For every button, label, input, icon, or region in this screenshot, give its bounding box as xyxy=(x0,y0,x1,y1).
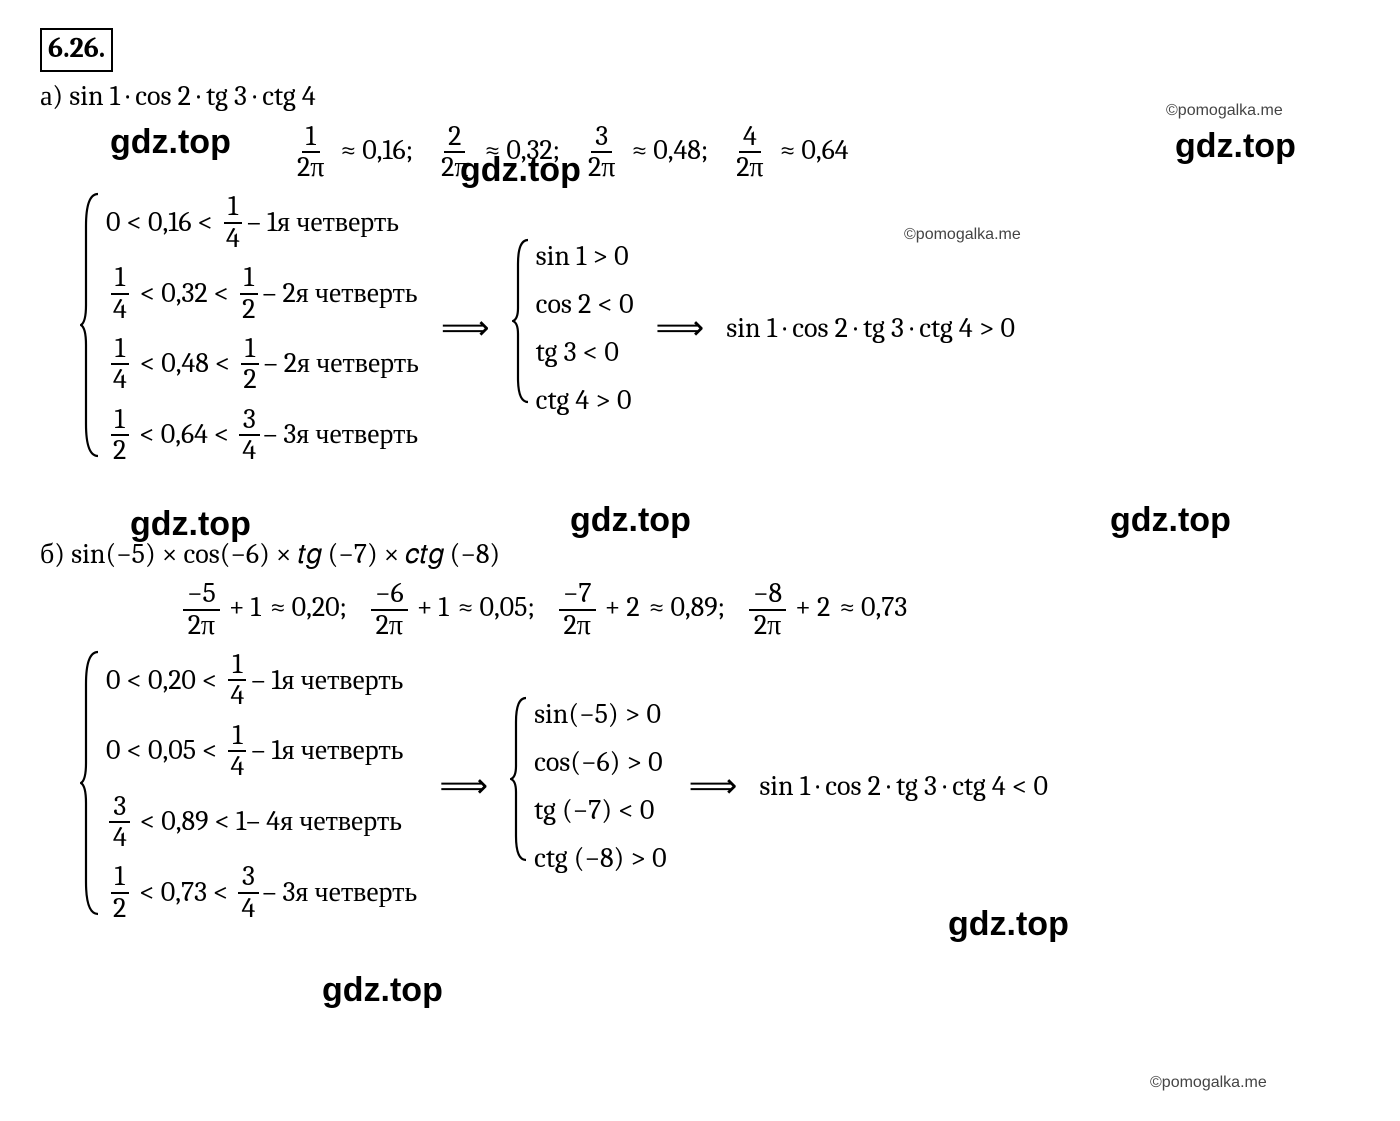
quadrant-line: 12 <0,64< 34 – 3я четверть xyxy=(106,405,419,466)
sign-line: sin 1 > 0 xyxy=(536,238,634,276)
part-b-result: sin 1 · cos 2 · tg 3 · ctg 4 < 0 xyxy=(759,768,1048,806)
sign-line: cos(−6) > 0 xyxy=(534,744,667,782)
quadrant-line: 0<0,05< 14 – 1я четверть xyxy=(106,721,417,782)
quadrant-brace-group: 0<0,20< 14 – 1я четверть 0<0,05< 14 – 1я… xyxy=(80,648,417,925)
watermark-gdz: gdz.top xyxy=(322,968,443,1014)
implies-icon: ⟹ xyxy=(652,306,709,352)
part-b-system: 0<0,20< 14 – 1я четверть 0<0,05< 14 – 1я… xyxy=(40,648,1360,925)
calc-item: 32π ≈ 0,48; xyxy=(581,122,711,183)
left-brace-icon xyxy=(510,694,530,864)
implies-icon: ⟹ xyxy=(685,764,742,810)
part-a-result: sin 1 · cos 2 · tg 3 · ctg 4 > 0 xyxy=(726,310,1015,348)
sign-line: tg 3 < 0 xyxy=(536,334,634,372)
watermark-gdz: gdz.top xyxy=(948,902,1069,948)
part-a-expression: а) sin 1 · cos 2 · tg 3 · ctg 4 xyxy=(40,78,1360,116)
signs-brace-group: sin 1 > 0 cos 2 < 0 tg 3 < 0 ctg 4 > 0 xyxy=(512,236,634,422)
sign-line: sin(−5) > 0 xyxy=(534,696,667,734)
watermark-pomogalka: ©pomogalka.me xyxy=(1150,1072,1267,1094)
watermark-gdz: gdz.top xyxy=(110,120,231,166)
sign-line: cos 2 < 0 xyxy=(536,286,634,324)
calc-item: −52π + 1 ≈ 0,20; xyxy=(180,579,350,640)
sign-line: ctg (−8) > 0 xyxy=(534,840,667,878)
watermark-gdz: gdz.top xyxy=(1110,498,1231,544)
page: gdz.top gdz.top gdz.top ©pomogalka.me ©p… xyxy=(0,0,1400,1121)
quadrant-line: 34 <0,89< 1 – 4я четверть xyxy=(106,792,417,853)
calc-item: −82π + 2 ≈ 0,73 xyxy=(746,579,910,640)
watermark-pomogalka: ©pomogalka.me xyxy=(904,224,1021,246)
quadrant-line: 0<0,16< 14 – 1я четверть xyxy=(106,192,419,253)
calc-item: −62π + 1 ≈ 0,05; xyxy=(368,579,538,640)
quadrant-brace-group: 0<0,16< 14 – 1я четверть 14 <0,32< 12 – … xyxy=(80,190,419,467)
part-a-calcs: 12π ≈ 0,16; 22π ≈ 0,32; 32π ≈ 0,48; 42π … xyxy=(40,122,1360,183)
watermark-pomogalka: ©pomogalka.me xyxy=(1166,100,1283,122)
left-brace-icon xyxy=(80,648,102,918)
calc-item: −72π + 2 ≈ 0,89; xyxy=(556,579,728,640)
watermark-gdz: gdz.top xyxy=(460,148,581,194)
quadrant-line: 14 <0,48< 12 – 2я четверть xyxy=(106,334,419,395)
left-brace-icon xyxy=(512,236,532,406)
sign-line: ctg 4 > 0 xyxy=(536,382,634,420)
implies-icon: ⟹ xyxy=(435,764,492,810)
part-a-system: 0<0,16< 14 – 1я четверть 14 <0,32< 12 – … xyxy=(40,190,1360,467)
left-brace-icon xyxy=(80,190,102,460)
implies-icon: ⟹ xyxy=(437,306,494,352)
watermark-gdz: gdz.top xyxy=(130,502,251,548)
watermark-gdz: gdz.top xyxy=(1175,124,1296,170)
signs-brace-group: sin(−5) > 0 cos(−6) > 0 tg (−7) < 0 ctg … xyxy=(510,694,667,880)
quadrant-line: 0<0,20< 14 – 1я четверть xyxy=(106,650,417,711)
part-b-calcs: −52π + 1 ≈ 0,20; −62π + 1 ≈ 0,05; −72π +… xyxy=(40,579,1360,640)
quadrant-line: 12 <0,73< 34 – 3я четверть xyxy=(106,862,417,923)
problem-number: 6.26. xyxy=(40,28,113,72)
calc-item: 12π ≈ 0,16; xyxy=(290,122,416,183)
sign-line: tg (−7) < 0 xyxy=(534,792,667,830)
quadrant-line: 14 <0,32< 12 – 2я четверть xyxy=(106,263,419,324)
calc-item: 42π ≈ 0,64 xyxy=(729,122,851,183)
watermark-gdz: gdz.top xyxy=(570,498,691,544)
